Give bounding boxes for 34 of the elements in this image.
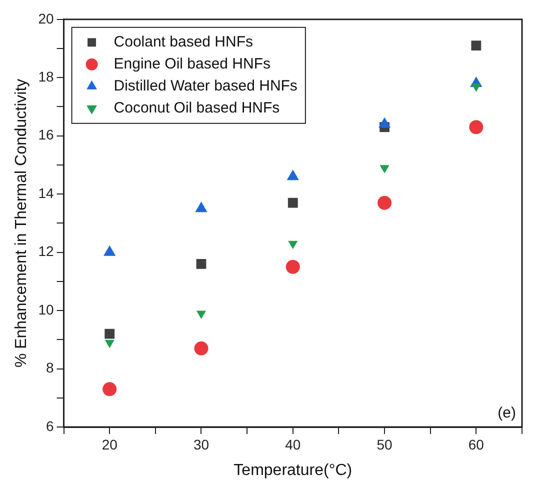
point [288, 240, 298, 250]
y-tick-label: 6 [46, 418, 54, 434]
x-tick-label: 50 [376, 436, 393, 452]
point [102, 382, 117, 396]
legend-label: Engine Oil based HNFs [114, 56, 271, 73]
point [378, 196, 392, 210]
point [104, 328, 115, 339]
y-tick-label: 18 [38, 68, 54, 84]
x-tick-label: 30 [193, 436, 210, 452]
point [380, 165, 390, 174]
y-tick-label: 12 [38, 243, 54, 260]
legend-label: Distilled Water based HNFs [114, 78, 298, 95]
point [288, 198, 298, 208]
point [196, 259, 206, 269]
point [286, 260, 300, 274]
point [471, 40, 482, 51]
annotation: (e) [498, 404, 516, 422]
y-tick-label: 14 [38, 184, 54, 201]
x-tick-label: 40 [285, 436, 301, 452]
point [196, 310, 206, 319]
point [471, 84, 481, 92]
point [104, 340, 114, 348]
y-tick-label: 16 [38, 126, 54, 143]
y-tick-label: 20 [38, 10, 54, 26]
y-tick-label: 10 [38, 301, 54, 318]
x-tick-label: 60 [468, 436, 484, 452]
y-tick-label: 8 [46, 360, 54, 376]
point [469, 120, 484, 134]
legend-label: Coconut Oil based HNFs [114, 100, 280, 117]
x-axis-title: Temperature(°C) [234, 462, 352, 479]
legend-label: Coolant based HNFs [114, 34, 254, 51]
point [194, 341, 208, 356]
x-tick-label: 20 [102, 436, 118, 452]
y-axis-title: % Enhancement in Thermal Conductivity [13, 78, 30, 368]
